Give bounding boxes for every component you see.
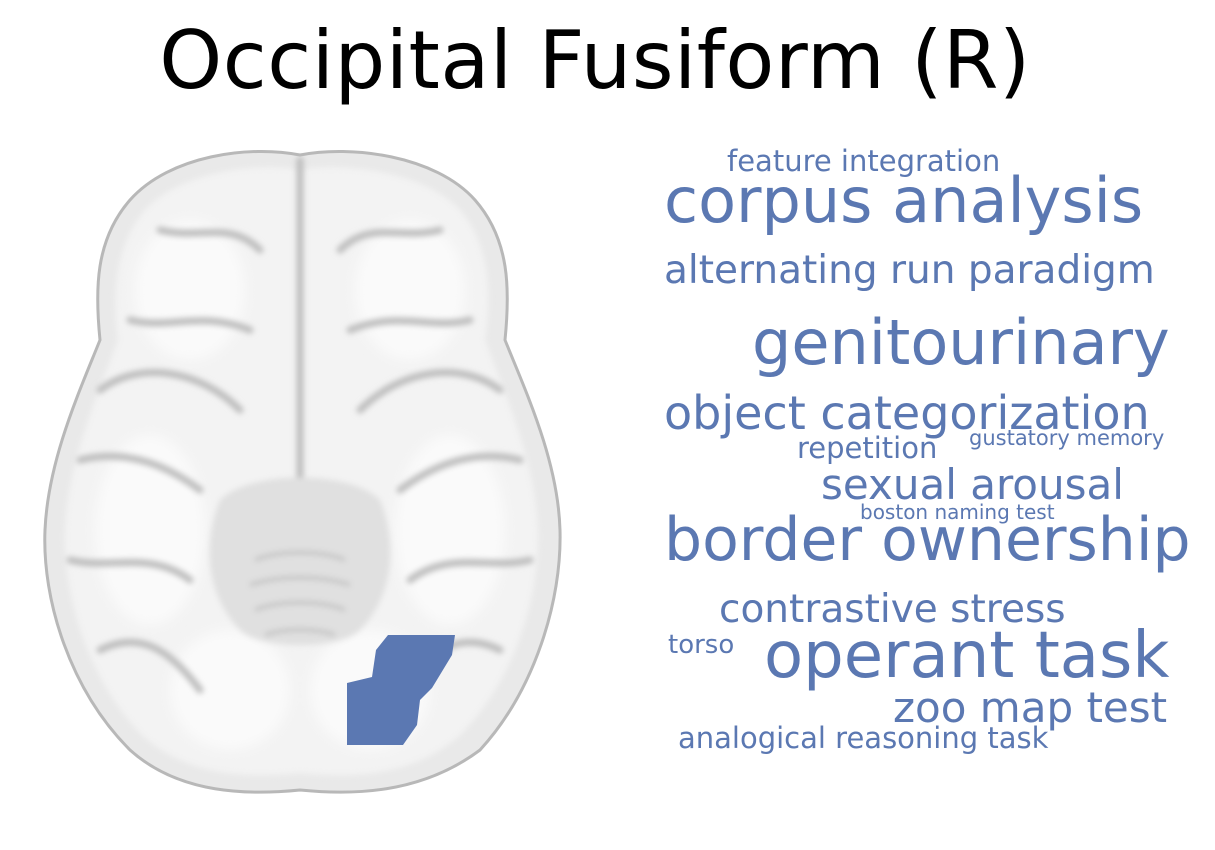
word-gustatory-memory: gustatory memory [969, 426, 1165, 450]
word-alternating-run-paradigm: alternating run paradigm [664, 248, 1155, 293]
word-analogical-reasoning-task: analogical reasoning task [678, 721, 1049, 755]
word-sexual-arousal: sexual arousal [821, 460, 1124, 509]
word-feature-integration: feature integration [727, 144, 1001, 178]
word-object-categorization: object categorization [664, 386, 1150, 440]
word-repetition: repetition [797, 431, 938, 465]
word-operant-task: operant task [764, 619, 1170, 693]
word-torso: torso [668, 630, 735, 660]
page-title: Occipital Fusiform (R) [159, 14, 1031, 107]
highlighted-region [347, 635, 455, 745]
word-contrastive-stress: contrastive stress [719, 587, 1066, 632]
word-zoo-map-test: zoo map test [893, 683, 1168, 732]
word-corpus-analysis: corpus analysis [664, 164, 1144, 237]
word-border-ownership: border ownership [664, 505, 1191, 575]
word-boston-naming-test: boston naming test [860, 500, 1055, 524]
word-genitourinary: genitourinary [752, 306, 1170, 379]
brain-slice-image [43, 149, 562, 794]
